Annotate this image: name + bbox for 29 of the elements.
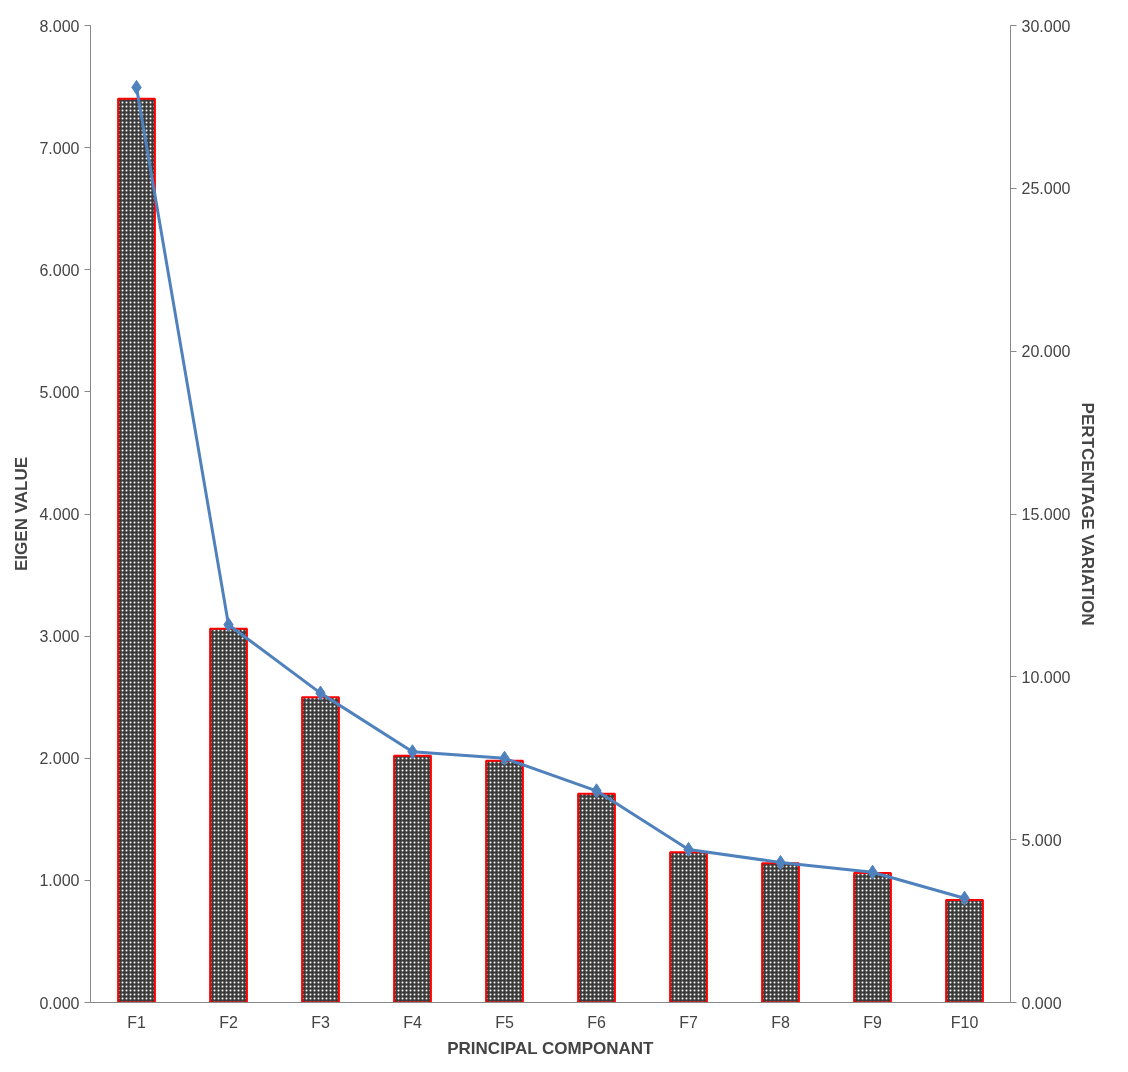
x-tick-label: F9 [863,1013,882,1031]
y2-axis-title: PERTCENTAGE VARIATION [1078,402,1098,626]
y-tick-label: 0.000 [39,994,80,1012]
x-tick-label: F1 [127,1013,146,1031]
y2-tick-label: 25.000 [1021,180,1071,198]
y-tick-label: 1.000 [39,872,80,890]
x-tick-label: F4 [403,1013,422,1031]
x-axis-title: PRINCIPAL COMPONANT [447,1038,655,1058]
y2-tick-label: 10.000 [1021,668,1071,686]
y-tick-label: 2.000 [39,750,80,768]
y2-tick-label: 5.000 [1021,831,1062,849]
x-tick-label: F6 [587,1013,606,1031]
x-tick-label: F8 [771,1013,790,1031]
y2-tick-label: 0.000 [1021,994,1062,1012]
x-tick-label: F5 [495,1013,514,1031]
y2-tick-label: 20.000 [1021,343,1071,361]
y-tick-label: 6.000 [39,261,80,279]
x-tick-label: F10 [950,1013,979,1031]
y2-tick-label: 30.000 [1021,17,1071,35]
y-tick-label: 8.000 [39,17,80,35]
y-axis-title: EIGEN VALUE [12,457,32,571]
x-tick-label: F2 [219,1013,238,1031]
y-tick-label: 7.000 [39,139,80,157]
x-tick-label: F3 [311,1013,330,1031]
y-tick-label: 4.000 [39,506,80,523]
x-tick-label: F7 [679,1013,698,1031]
y2-tick-label: 15.000 [1021,506,1071,523]
y-tick-label: 3.000 [39,628,80,646]
y-tick-label: 5.000 [39,383,80,401]
